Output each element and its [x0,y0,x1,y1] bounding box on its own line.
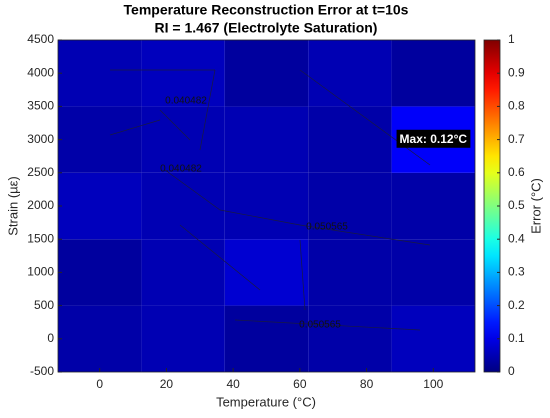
contour-line [299,69,431,166]
colorbar-tick-label: 0.8 [508,99,525,113]
colorbar-tick-label: 0.6 [508,165,525,179]
heatmap-cell [224,239,309,306]
heatmap-cell [141,305,225,372]
colorbar-tick-label: 0.2 [508,298,525,312]
heatmap-cell [141,172,225,240]
heatmap-cell [391,40,475,107]
x-tick-label: 20 [160,377,174,391]
heatmap-cell [308,305,392,372]
heatmap-cell [58,305,142,372]
y-tick-label: 0 [47,331,54,345]
y-tick-label: 4000 [27,65,54,79]
x-tick-label: 40 [226,377,240,391]
heatmap-cell [141,239,225,306]
contour-label: 0.040482 [160,164,202,175]
heatmap-cell [224,40,309,107]
heatmap-cell [391,239,475,306]
y-tick-label: 1000 [27,265,54,279]
y-axis-label: Strain (µε) [5,176,20,236]
heatmap-cell [58,239,142,306]
colorbar-label: Error (°C) [528,178,543,234]
colorbar-tick-label: 0.3 [508,265,525,279]
contour-line [219,209,301,226]
heatmap-cell [308,106,392,173]
contour-line [199,69,216,151]
heatmap-cell [391,172,475,240]
heatmap-cell [224,172,309,240]
heatmap-cell [224,305,309,372]
heatmap-cell [58,172,142,240]
colorbar-tick-label: 0 [508,364,515,378]
contour-line [299,239,306,311]
colorbar-tick-label: 0.9 [508,65,525,79]
y-tick-label: 1500 [27,231,54,245]
heatmap-cell [308,239,392,306]
x-tick-label: 100 [423,377,443,391]
contour-line [179,224,261,291]
contour-line [234,319,421,331]
heatmap-cell [141,40,225,107]
x-tick-label: 80 [360,377,374,391]
colorbar-tick-label: 0.4 [508,231,525,245]
y-tick-label: 500 [34,298,54,312]
contour-label: 0.050565 [299,320,341,331]
max-annotation: Max: 0.12°C [396,129,471,148]
contour-line [159,109,191,141]
colorbar-tick-label: 0.7 [508,132,525,146]
contour-label: 0.050565 [306,222,348,233]
heatmap-cell [58,40,142,107]
annotation-text: Max: 0.12°C [400,132,468,146]
x-tick-label: 0 [96,377,103,391]
y-tick-label: 3500 [27,99,54,113]
contour-line [299,224,431,246]
colorbar-tick-label: 0.5 [508,198,525,212]
chart-subtitle: RI = 1.467 (Electrolyte Saturation) [155,20,378,36]
y-tick-label: -500 [30,364,54,378]
heatmap-cell [391,305,475,372]
chart-title: Temperature Reconstruction Error at t=10… [124,2,409,18]
y-tick-label: 2000 [27,198,54,212]
x-tick-label: 60 [293,377,307,391]
y-tick-label: 4500 [27,32,54,46]
colorbar-tick-label: 1 [508,32,515,46]
colorbar-tick-label: 0.1 [508,331,525,345]
y-tick-label: 3000 [27,132,54,146]
heatmap-cell [308,40,392,107]
heatmap-cell [141,106,225,173]
heatmap-cell [58,106,142,173]
annotation-box [396,129,471,148]
y-tick-label: 2500 [27,165,54,179]
x-axis-label: Temperature (°C) [216,394,316,409]
heatmap-cell [224,106,309,173]
contour-line [164,169,221,211]
contour-line [109,119,161,136]
contour-label: 0.040482 [165,96,207,107]
